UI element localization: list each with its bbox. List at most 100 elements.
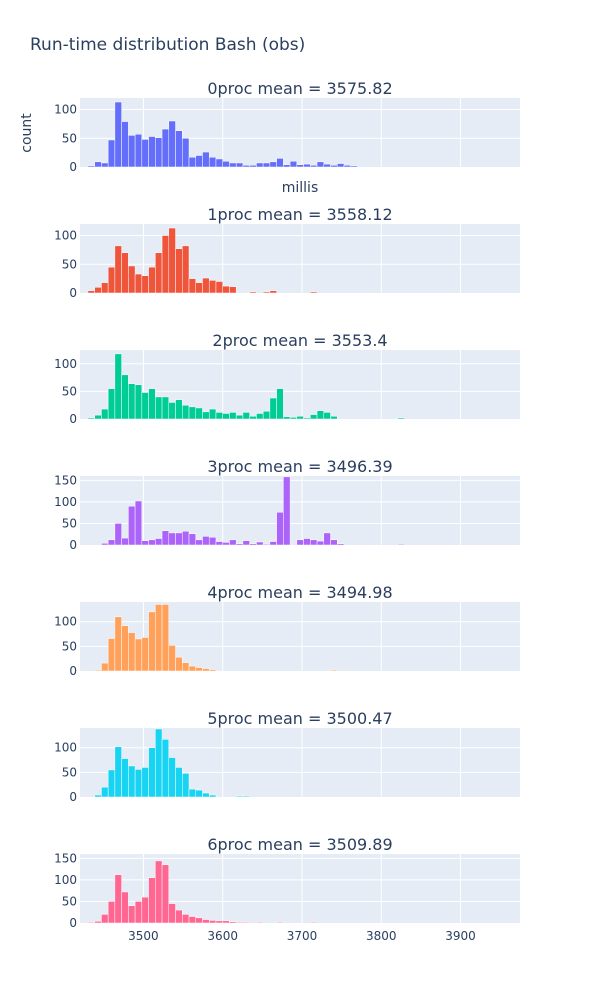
x-tick-label: 3600 [207, 929, 238, 943]
y-axis-label: count [19, 113, 35, 153]
histogram-bar [283, 416, 291, 420]
histogram-bar [155, 860, 163, 924]
histogram-bar [276, 388, 284, 420]
histogram-bar [222, 161, 230, 168]
panel-3: 0 50 100 150 3proc mean = 3496.39 [54, 457, 520, 552]
histogram-bar [323, 163, 331, 168]
histogram-bar [182, 530, 190, 546]
panel-title: 1proc mean = 3558.12 [207, 205, 392, 224]
histogram-bar [168, 532, 176, 546]
histogram-bar [182, 245, 190, 294]
histogram-bar [249, 415, 257, 420]
histogram-bar [188, 278, 196, 294]
histogram-bar [249, 165, 257, 168]
histogram-bar [168, 645, 176, 672]
histogram-bar [141, 275, 149, 294]
y-tick-label: 0 [69, 412, 77, 426]
histogram-bar [215, 281, 223, 294]
histogram-bar [94, 287, 102, 294]
histogram-bar [101, 786, 109, 798]
histogram-bar [262, 411, 271, 420]
histogram-bar [202, 536, 210, 546]
histogram-bar [101, 662, 109, 672]
histogram-bar [310, 921, 318, 924]
histogram-bar [229, 412, 237, 420]
histogram-bar [155, 538, 163, 546]
histogram-bar [175, 532, 183, 546]
histogram-bar [310, 539, 318, 546]
y-tick-label: 0 [69, 286, 77, 300]
histogram-bar [283, 164, 291, 168]
histogram-bar [94, 161, 102, 168]
histogram-bar [94, 794, 102, 798]
histogram-bar [229, 162, 237, 168]
plot-background [80, 476, 520, 545]
histogram-bar [242, 795, 250, 798]
panel-4: 0 50 100 4proc mean = 3494.98 [54, 583, 520, 678]
panel-2: 0 50 100 2proc mean = 3553.4 [54, 331, 520, 426]
histogram-bar [134, 500, 143, 546]
histogram-bar [337, 543, 345, 546]
histogram-bar [101, 408, 109, 420]
histogram-bar [235, 162, 244, 168]
x-tick-label: 3900 [445, 929, 476, 943]
histogram-bar [303, 538, 311, 546]
histogram-bar [148, 388, 156, 420]
histogram-bar [107, 539, 116, 546]
histogram-bar [161, 128, 170, 168]
histogram-bar [87, 290, 95, 294]
histogram-bar [87, 417, 95, 420]
histogram-bar [148, 611, 156, 672]
histogram-bar [128, 383, 136, 420]
chart-title: Run-time distribution Bash (obs) [30, 35, 305, 55]
panel-6: 0 50 100 150 6proc mean = 3509.89 3500 3600 370… [54, 835, 520, 943]
histogram-bar [256, 413, 264, 420]
histogram-bar [121, 758, 129, 798]
histogram-bar [289, 417, 298, 420]
histogram-bar [161, 530, 170, 546]
panel-title: 3proc mean = 3496.39 [207, 457, 392, 476]
histogram-bar [182, 773, 190, 798]
y-tick-label: 0 [69, 790, 77, 804]
histogram-bar [128, 135, 136, 168]
histogram-bar [195, 282, 203, 294]
histogram-bar [128, 505, 136, 546]
histogram-bar [242, 540, 250, 546]
histogram-bar [161, 739, 170, 798]
histogram-bar [289, 161, 298, 168]
histogram-bar [114, 353, 122, 420]
histogram-bar [182, 138, 190, 168]
histogram-bar [330, 539, 338, 546]
y-tick-label: 100 [54, 615, 77, 629]
histogram-bar [188, 665, 196, 672]
histogram-bar [276, 921, 284, 924]
histogram-bar [155, 252, 163, 294]
histogram-bar [114, 746, 122, 798]
y-tick-label: 0 [69, 160, 77, 174]
panel-title: 2proc mean = 3553.4 [212, 331, 387, 350]
histogram-bar [316, 410, 325, 420]
histogram-bar [141, 896, 149, 924]
histogram-bar [155, 604, 163, 672]
histogram-bar [330, 415, 338, 420]
histogram-bar [121, 625, 129, 672]
histogram-bar [269, 541, 277, 546]
histogram-bar [128, 265, 136, 294]
histogram-bar [175, 399, 183, 420]
histogram-bar [316, 161, 325, 168]
histogram-bar [134, 384, 143, 420]
histogram-bar [94, 414, 102, 420]
histogram-bar [148, 539, 156, 546]
histogram-bar [303, 417, 311, 420]
histogram-bar [222, 413, 230, 420]
histogram-bar [101, 162, 109, 168]
histogram-bar [168, 120, 176, 168]
histogram-bar [141, 139, 149, 168]
histogram-bar [256, 541, 264, 546]
histogram-bar [121, 121, 129, 168]
histogram-bar [94, 669, 102, 672]
y-tick-label: 0 [69, 538, 77, 552]
panel-title: 5proc mean = 3500.47 [207, 709, 392, 728]
y-tick-label: 50 [62, 257, 77, 271]
